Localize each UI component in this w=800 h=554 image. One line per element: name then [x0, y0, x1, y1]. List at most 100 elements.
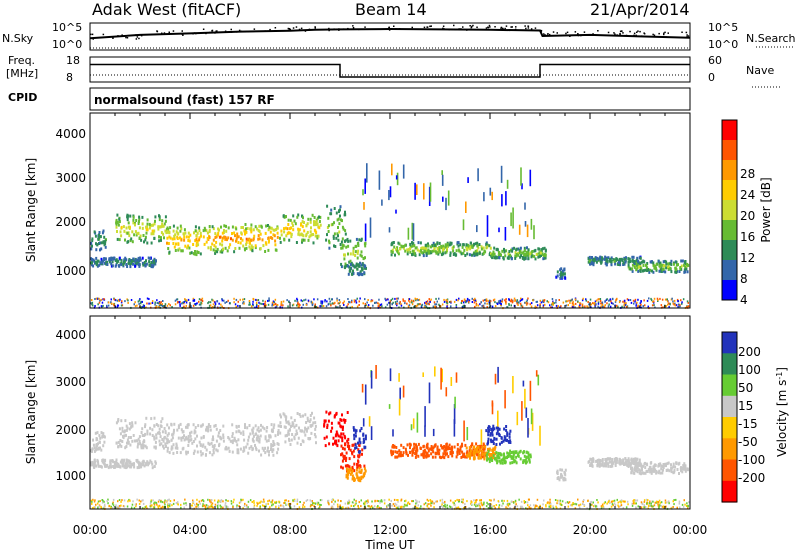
power-echo-cell — [418, 249, 421, 253]
noise-point — [238, 29, 241, 32]
power-ground-cell — [623, 305, 625, 308]
power-echo-cell — [146, 222, 149, 226]
velocity-ground-cell — [212, 506, 214, 509]
velocity-echo-cell — [394, 455, 397, 459]
velocity-echo-cell — [213, 424, 216, 428]
velocity-echo-cell — [192, 440, 195, 443]
power-echo-cell — [90, 241, 93, 245]
power-echo-cell — [462, 251, 465, 255]
velocity-ground-cell — [271, 501, 273, 504]
power-echo-cell — [194, 229, 197, 233]
power-ground-cell — [542, 306, 544, 309]
noise-point — [202, 28, 205, 30]
velocity-ground-cell — [110, 507, 112, 509]
power-ground-cell — [461, 299, 464, 302]
power-ground-cell — [671, 297, 673, 300]
velocity-streak — [522, 380, 525, 387]
velocity-ground-cell — [431, 502, 433, 505]
power-echo-cell — [150, 265, 153, 269]
velocity-echo-cell — [162, 446, 165, 450]
power-ground-cell — [101, 301, 104, 304]
power-ground-cell — [526, 302, 529, 305]
power-echo-cell — [145, 259, 147, 263]
power-echo-cell — [358, 273, 360, 277]
power-echo-cell — [141, 261, 144, 265]
power-ground-cell — [501, 300, 503, 303]
velocity-ground-cell — [647, 505, 650, 507]
velocity-ground-cell — [556, 499, 559, 502]
velocity-ground-cell — [521, 506, 523, 509]
power-ground-cell — [328, 302, 330, 305]
power-echo-cell — [95, 248, 98, 252]
velocity-echo-cell — [353, 462, 356, 466]
velocity-streak — [362, 418, 365, 427]
velocity-ground-cell — [398, 505, 400, 508]
power-echo-cell — [445, 244, 448, 248]
velocity-ground-cell — [219, 500, 222, 503]
velocity-echo-cell — [163, 436, 166, 440]
power-echo-cell — [683, 263, 686, 267]
power-echo-cell — [95, 263, 98, 267]
velocity-echo-cell — [434, 455, 437, 459]
velocity-echo-cell — [125, 445, 128, 448]
velocity-ground-cell — [418, 500, 420, 503]
power-echo-cell — [311, 213, 314, 217]
velocity-echo-cell — [117, 445, 120, 449]
power-ground-cell — [519, 299, 522, 302]
power-echo-cell — [244, 248, 246, 252]
velocity-echo-cell — [339, 435, 342, 439]
power-ground-cell — [343, 303, 345, 306]
power-ground-cell — [242, 302, 244, 305]
velocity-ground-cell — [197, 503, 199, 506]
power-echo-cell — [423, 246, 425, 250]
power-ground-cell — [677, 300, 679, 303]
velocity-echo-cell — [476, 448, 478, 452]
velocity-echo-cell — [93, 449, 96, 453]
power-echo-cell — [515, 252, 518, 256]
velocity-ground-cell — [479, 502, 481, 505]
noise-point — [543, 33, 545, 35]
power-ground-cell — [287, 305, 289, 308]
velocity-ground-cell — [648, 502, 651, 504]
velocity-echo-cell — [187, 440, 190, 444]
velocity-echo-cell — [362, 437, 365, 441]
velocity-ground-cell — [549, 506, 552, 508]
velocity-echo-cell — [111, 459, 114, 462]
power-ground-cell — [636, 301, 638, 304]
noise-point — [485, 27, 488, 29]
velocity-echo-cell — [166, 438, 169, 442]
power-echo-cell — [250, 238, 252, 242]
power-ground-cell — [574, 298, 577, 301]
velocity-echo-cell — [358, 437, 361, 441]
velocity-ground-cell — [302, 503, 304, 506]
velocity-ground-cell — [302, 506, 304, 509]
power-echo-cell — [218, 228, 220, 232]
noise-point — [300, 27, 303, 30]
velocity-echo-cell — [170, 438, 173, 442]
power-ground-cell — [279, 306, 281, 309]
velocity-echo-cell — [187, 434, 190, 438]
velocity-ground-cell — [348, 499, 350, 502]
power-echo-cell — [216, 247, 219, 251]
power-echo-cell — [132, 259, 135, 263]
noise-point — [686, 34, 688, 36]
velocity-echo-cell — [355, 468, 358, 472]
velocity-echo-cell — [144, 444, 147, 448]
power-ground-cell — [633, 302, 635, 305]
power-echo-cell — [467, 246, 470, 250]
power-echo-cell — [646, 266, 649, 270]
power-ground-cell — [446, 298, 449, 301]
power-echo-cell — [488, 253, 491, 257]
power-echo-cell — [327, 224, 330, 228]
velocity-ground-cell — [415, 506, 418, 509]
velocity-echo-cell — [324, 444, 327, 448]
power-ground-cell — [409, 301, 411, 304]
power-ground-cell — [158, 305, 160, 308]
power-ground-cell — [364, 298, 366, 301]
velocity-echo-cell — [173, 428, 175, 432]
velocity-ground-cell — [548, 502, 550, 505]
velocity-echo-cell — [176, 428, 179, 432]
power-echo-cell — [303, 238, 306, 242]
power-echo-cell — [143, 240, 145, 244]
velocity-ground-cell — [452, 501, 454, 504]
